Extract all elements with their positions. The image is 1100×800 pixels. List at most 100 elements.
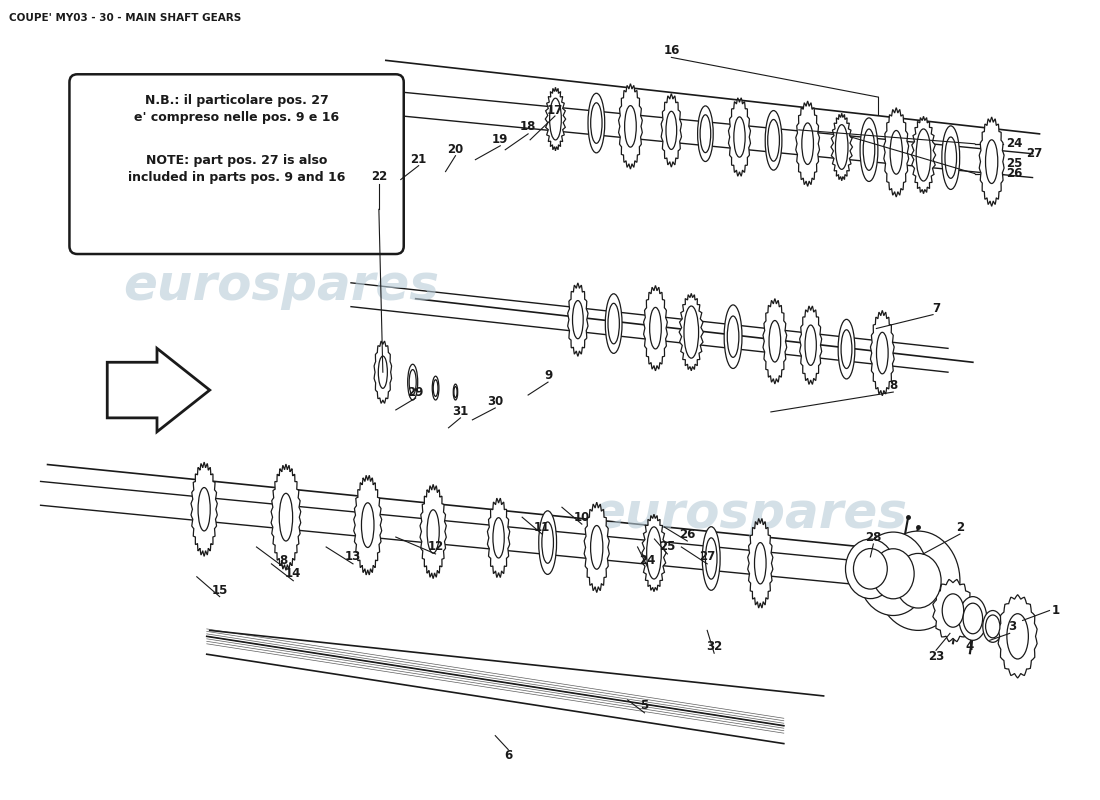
Text: 23: 23	[928, 650, 944, 662]
Polygon shape	[644, 286, 668, 371]
Polygon shape	[568, 283, 588, 356]
Text: 27: 27	[700, 550, 715, 563]
Ellipse shape	[854, 549, 888, 589]
Text: 24: 24	[1006, 138, 1023, 150]
Ellipse shape	[959, 597, 987, 640]
Polygon shape	[998, 594, 1037, 678]
Polygon shape	[870, 310, 894, 396]
Ellipse shape	[454, 386, 456, 398]
Text: 30: 30	[487, 395, 504, 409]
Polygon shape	[800, 306, 822, 385]
Ellipse shape	[986, 615, 1000, 638]
Polygon shape	[912, 116, 936, 194]
FancyBboxPatch shape	[69, 74, 404, 254]
Polygon shape	[641, 514, 667, 592]
Text: 25: 25	[659, 541, 675, 554]
Ellipse shape	[986, 140, 998, 183]
Ellipse shape	[684, 306, 699, 358]
Ellipse shape	[846, 539, 895, 598]
Text: 9: 9	[543, 369, 552, 382]
Ellipse shape	[734, 117, 745, 157]
Ellipse shape	[697, 106, 713, 162]
Polygon shape	[883, 108, 909, 197]
Ellipse shape	[942, 126, 959, 190]
Polygon shape	[679, 294, 703, 371]
Text: N.B.: il particolare pos. 27
e' compreso nelle pos. 9 e 16: N.B.: il particolare pos. 27 e' compreso…	[134, 94, 339, 124]
Text: 6: 6	[504, 749, 513, 762]
Ellipse shape	[872, 549, 914, 599]
Text: 32: 32	[706, 640, 723, 653]
Text: eurospares: eurospares	[123, 262, 439, 310]
Ellipse shape	[842, 330, 851, 369]
Text: 20: 20	[448, 143, 463, 156]
Ellipse shape	[769, 321, 781, 362]
Ellipse shape	[432, 376, 439, 400]
Text: 25: 25	[1006, 157, 1023, 170]
Polygon shape	[546, 87, 565, 151]
Ellipse shape	[864, 129, 874, 170]
Text: 14: 14	[285, 567, 301, 580]
Ellipse shape	[860, 118, 878, 182]
Text: 26: 26	[1006, 167, 1023, 180]
Ellipse shape	[539, 511, 557, 574]
Text: 15: 15	[211, 584, 228, 597]
Text: 12: 12	[428, 541, 443, 554]
Ellipse shape	[890, 130, 902, 174]
Text: 3: 3	[1009, 620, 1016, 633]
Polygon shape	[584, 502, 609, 593]
Ellipse shape	[705, 538, 717, 579]
Text: 1: 1	[1052, 604, 1059, 617]
Polygon shape	[661, 94, 682, 167]
Ellipse shape	[591, 102, 602, 143]
Polygon shape	[374, 341, 392, 403]
Ellipse shape	[755, 542, 766, 584]
Text: 18: 18	[520, 121, 537, 134]
Ellipse shape	[702, 526, 721, 590]
Ellipse shape	[198, 487, 210, 531]
Polygon shape	[107, 348, 210, 432]
Ellipse shape	[279, 494, 293, 541]
Text: 10: 10	[574, 510, 590, 524]
Polygon shape	[933, 579, 974, 642]
Text: COUPE' MY03 - 30 - MAIN SHAFT GEARS: COUPE' MY03 - 30 - MAIN SHAFT GEARS	[9, 13, 241, 22]
Ellipse shape	[378, 356, 387, 388]
Ellipse shape	[605, 294, 621, 354]
Ellipse shape	[409, 370, 416, 394]
Polygon shape	[618, 84, 642, 169]
Polygon shape	[795, 101, 820, 186]
Polygon shape	[191, 462, 218, 557]
Polygon shape	[271, 464, 300, 570]
Polygon shape	[830, 114, 852, 181]
Ellipse shape	[727, 316, 739, 358]
Ellipse shape	[647, 527, 661, 579]
Text: eurospares: eurospares	[591, 490, 908, 538]
Ellipse shape	[945, 137, 957, 178]
Ellipse shape	[362, 502, 374, 547]
Text: 27: 27	[1026, 147, 1043, 160]
Ellipse shape	[766, 110, 782, 170]
Ellipse shape	[877, 332, 888, 374]
Text: 28: 28	[866, 530, 881, 543]
Ellipse shape	[588, 94, 605, 153]
Ellipse shape	[700, 114, 711, 153]
Ellipse shape	[805, 325, 816, 366]
Ellipse shape	[453, 384, 458, 400]
Ellipse shape	[964, 603, 982, 634]
Text: 24: 24	[639, 554, 656, 567]
Ellipse shape	[666, 111, 676, 150]
Ellipse shape	[1006, 614, 1028, 659]
Ellipse shape	[838, 319, 855, 379]
Text: 5: 5	[640, 699, 649, 712]
Ellipse shape	[943, 594, 964, 627]
Ellipse shape	[916, 129, 931, 181]
Text: 31: 31	[452, 406, 469, 418]
Ellipse shape	[858, 532, 928, 615]
Polygon shape	[728, 98, 750, 176]
Text: 11: 11	[534, 521, 550, 534]
Text: 2: 2	[956, 521, 964, 534]
Text: 4: 4	[966, 640, 974, 653]
Ellipse shape	[572, 301, 583, 338]
Text: 17: 17	[547, 103, 563, 117]
Ellipse shape	[408, 364, 418, 400]
Text: 22: 22	[371, 170, 387, 183]
